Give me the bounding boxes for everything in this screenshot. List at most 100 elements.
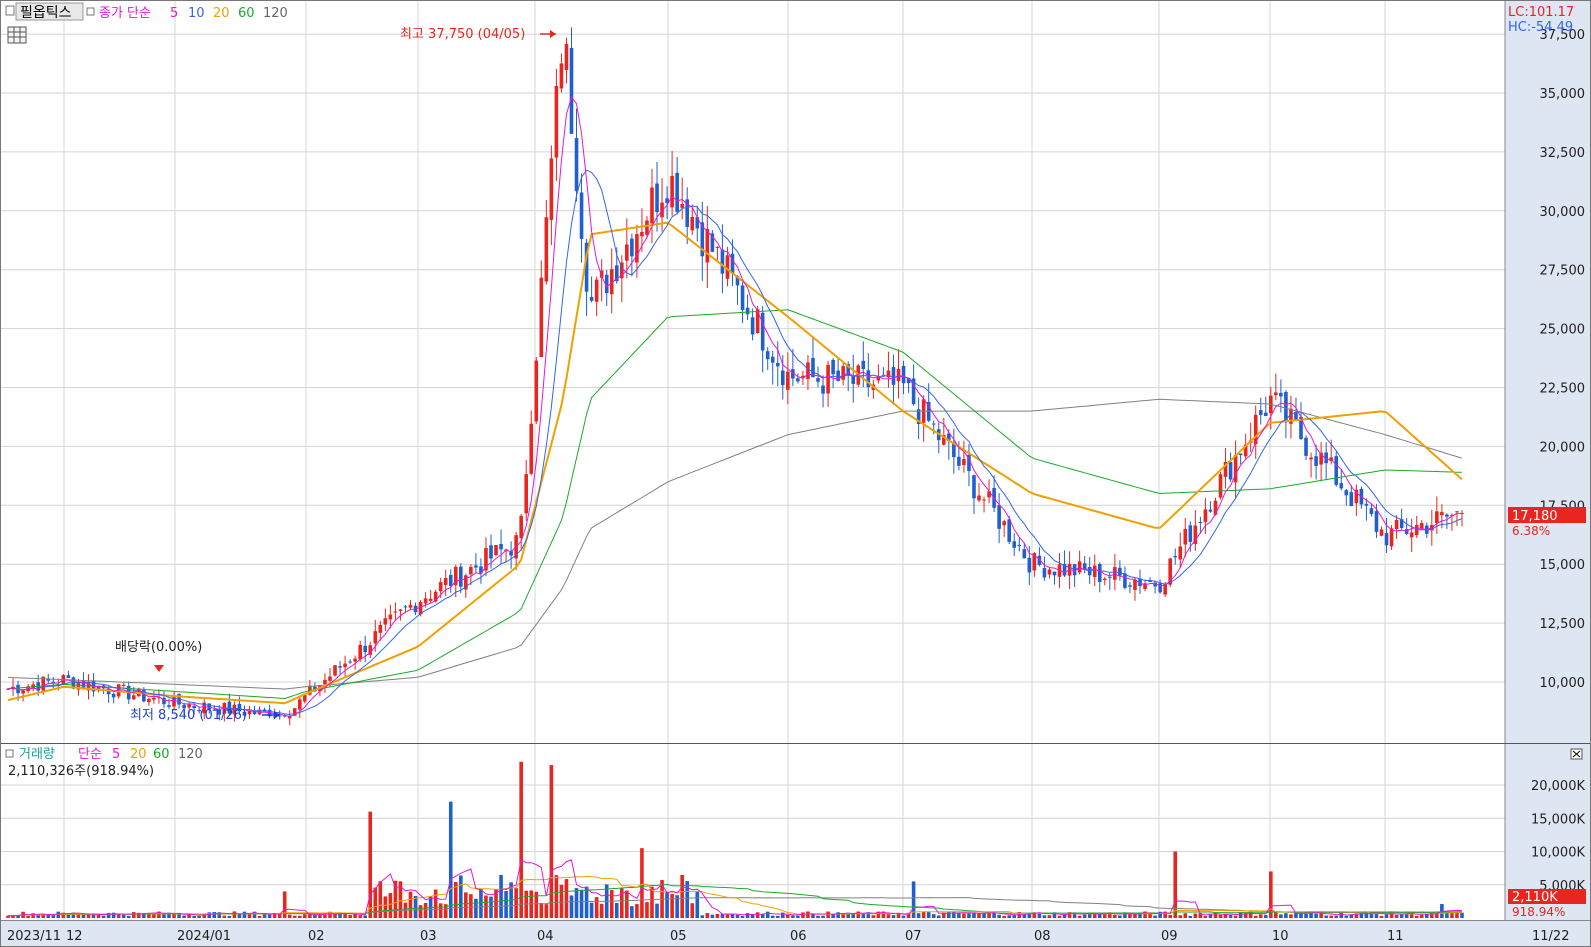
price-tick-label: 27,500	[1540, 264, 1586, 279]
volume-bar-down	[745, 913, 750, 918]
grid-table-icon[interactable]	[7, 26, 27, 44]
volume-bar-up	[962, 913, 966, 918]
candle-down	[1349, 492, 1354, 506]
candle-down	[242, 711, 247, 716]
volume-bar-down	[1118, 915, 1122, 918]
volume-bar-up	[1203, 915, 1208, 918]
volume-bar-down	[584, 886, 589, 918]
candle-up	[1002, 521, 1006, 526]
volume-bar-down	[1314, 913, 1318, 918]
volume-bar-up	[202, 913, 207, 918]
candle-down	[1238, 453, 1243, 456]
candle-down	[499, 544, 503, 550]
volume-bar-up	[1409, 911, 1414, 918]
candle-down	[1324, 452, 1328, 464]
candle-up	[1414, 524, 1419, 536]
volume-bar-down	[182, 915, 186, 918]
vol-ma20-line	[7, 875, 1462, 917]
candle-up	[725, 255, 730, 279]
current-price: 17,180	[1512, 509, 1558, 524]
panel-menu-icon[interactable]	[5, 5, 15, 16]
candle-up	[1163, 583, 1167, 595]
volume-bar-up	[881, 911, 886, 918]
volume-bar-up	[1430, 912, 1434, 918]
candle-up	[353, 658, 357, 662]
volume-menu-icon[interactable]	[5, 749, 14, 758]
volume-bar-down	[51, 915, 56, 918]
volume-bar-up	[680, 874, 684, 918]
candle-up	[1379, 529, 1384, 536]
volume-bar-up	[383, 896, 388, 918]
volume-bar-down	[1158, 911, 1162, 918]
volume-bar-down	[861, 913, 866, 918]
x-tick-label: 2023/11	[7, 929, 61, 944]
candle-up	[1203, 509, 1208, 522]
candle-up	[1223, 461, 1228, 477]
volume-bar-up	[464, 892, 468, 918]
volume-bar-up	[172, 914, 176, 918]
vol-ma-period-20: 20	[130, 747, 147, 762]
volume-bar-down	[101, 915, 106, 918]
volume-bar-up	[645, 902, 649, 918]
volume-bar-down	[111, 912, 116, 918]
volume-bar-down	[675, 895, 679, 918]
volume-bar-down	[1324, 915, 1328, 918]
ma-lines	[7, 96, 1463, 717]
x-tick-label: 12	[66, 929, 83, 944]
volume-bar-up	[1274, 912, 1278, 918]
ma-period-120: 120	[263, 6, 288, 21]
volume-bar-down	[489, 896, 493, 918]
candle-up	[564, 43, 569, 70]
vol-ma-period-120: 120	[178, 747, 203, 762]
candle-down	[710, 233, 715, 252]
volume-bar-down	[1042, 915, 1047, 918]
volume-bar-up	[599, 903, 604, 918]
candle-down	[957, 456, 961, 466]
candle-down	[1299, 416, 1303, 440]
volume-bar-down	[1344, 915, 1349, 918]
volume-bar-down	[1087, 912, 1092, 918]
volume-bar-up	[308, 913, 312, 918]
volume-bar-down	[338, 912, 342, 918]
volume-bar-down	[710, 914, 715, 918]
volume-bar-up	[282, 891, 287, 918]
candle-down	[1304, 437, 1308, 456]
volume-bar-down	[1309, 911, 1313, 918]
candle-down	[1294, 412, 1298, 420]
time-axis	[0, 920, 1591, 947]
volume-bar-up	[1143, 911, 1147, 918]
volume-bar-down	[267, 914, 272, 918]
volume-bar-up	[1379, 915, 1384, 918]
volume-bar-up	[1435, 911, 1439, 918]
candle-up	[987, 491, 991, 498]
volume-bar-down	[735, 914, 740, 918]
volume-bar-down	[936, 915, 941, 918]
candle-down	[780, 370, 785, 386]
candle-down	[760, 312, 765, 351]
candle-up	[554, 85, 559, 158]
panel-close-icon[interactable]	[1570, 748, 1583, 760]
candle-up	[303, 694, 307, 702]
candle-up	[801, 375, 805, 378]
volume-bar-up	[786, 914, 790, 918]
current-volume-badge	[1508, 889, 1586, 904]
candle-down	[348, 661, 352, 663]
volume-bar-down	[413, 895, 418, 918]
volume-bar-up	[1163, 911, 1167, 918]
candle-up	[826, 364, 830, 394]
candle-up	[640, 231, 644, 237]
candle-down	[1173, 555, 1178, 558]
volume-bar-up	[1057, 915, 1062, 918]
candle-down	[1228, 461, 1233, 480]
stock-name-box[interactable]	[15, 2, 84, 21]
vol-ma-period-60: 60	[153, 747, 170, 762]
candle-up	[599, 270, 604, 278]
volume-bar-up	[921, 911, 926, 918]
ma-settings-icon[interactable]	[86, 7, 95, 16]
volume-bar-up	[343, 914, 347, 918]
candle-down	[866, 370, 871, 388]
volume-bar-up	[257, 915, 262, 918]
candle-down	[1344, 490, 1349, 496]
volume-bar-down	[36, 915, 40, 918]
volume-bar-up	[328, 911, 332, 918]
